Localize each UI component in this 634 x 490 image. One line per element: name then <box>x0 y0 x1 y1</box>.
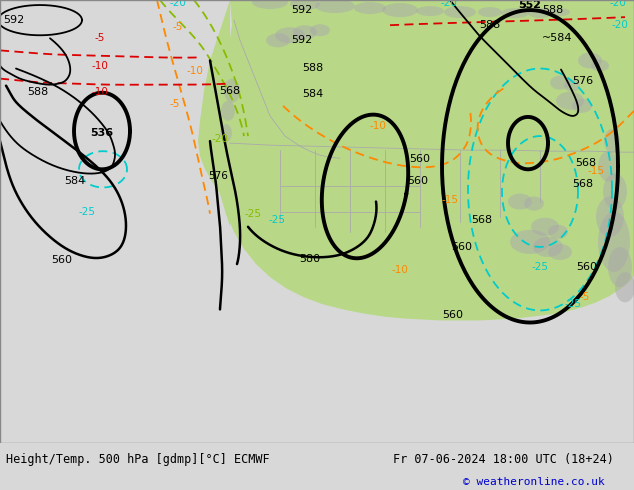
Text: -20: -20 <box>212 134 228 144</box>
Text: -10: -10 <box>186 66 204 75</box>
Text: -15: -15 <box>441 195 458 204</box>
Text: -15: -15 <box>588 166 604 176</box>
Ellipse shape <box>275 27 305 43</box>
Text: -5: -5 <box>580 293 590 302</box>
Ellipse shape <box>382 3 418 17</box>
Polygon shape <box>214 0 634 320</box>
Text: 588: 588 <box>542 5 564 15</box>
Ellipse shape <box>501 8 529 18</box>
Text: 576: 576 <box>208 172 228 181</box>
Ellipse shape <box>615 272 634 302</box>
Text: 576: 576 <box>573 75 593 86</box>
Text: -20: -20 <box>609 0 626 8</box>
Text: Height/Temp. 500 hPa [gdmp][°C] ECMWF: Height/Temp. 500 hPa [gdmp][°C] ECMWF <box>6 453 270 466</box>
Ellipse shape <box>608 247 632 287</box>
Text: 580: 580 <box>299 254 321 264</box>
Ellipse shape <box>550 75 570 90</box>
Text: -10: -10 <box>91 60 108 71</box>
Text: -20: -20 <box>169 0 186 8</box>
Ellipse shape <box>578 52 602 69</box>
Text: -10: -10 <box>392 265 408 275</box>
Ellipse shape <box>221 101 235 121</box>
Text: -25: -25 <box>245 209 261 219</box>
Ellipse shape <box>548 244 572 260</box>
Polygon shape <box>198 0 230 227</box>
Ellipse shape <box>591 59 609 72</box>
Ellipse shape <box>478 7 502 17</box>
Ellipse shape <box>224 78 240 103</box>
Ellipse shape <box>598 151 618 181</box>
Text: 560: 560 <box>576 262 597 272</box>
Ellipse shape <box>533 237 563 257</box>
Text: 552: 552 <box>519 0 541 10</box>
Text: 560: 560 <box>51 255 72 265</box>
Text: 560: 560 <box>443 311 463 320</box>
Ellipse shape <box>524 196 544 211</box>
Text: 568: 568 <box>575 158 596 168</box>
Text: 592: 592 <box>3 15 25 25</box>
Text: -20: -20 <box>612 20 628 30</box>
Ellipse shape <box>528 8 552 18</box>
Ellipse shape <box>556 92 584 110</box>
Text: -25: -25 <box>269 215 285 225</box>
Text: -25: -25 <box>564 299 581 309</box>
Text: 568: 568 <box>472 215 493 225</box>
Ellipse shape <box>508 194 532 210</box>
Text: 552: 552 <box>519 0 541 10</box>
Ellipse shape <box>354 2 386 14</box>
Ellipse shape <box>444 6 476 18</box>
Ellipse shape <box>603 173 627 210</box>
Text: -25: -25 <box>79 207 96 217</box>
Text: 560: 560 <box>408 176 429 186</box>
Text: ~584: ~584 <box>541 33 573 43</box>
Text: 584: 584 <box>302 89 323 98</box>
Ellipse shape <box>596 196 624 237</box>
Ellipse shape <box>315 0 355 13</box>
Text: -10: -10 <box>370 121 387 131</box>
Text: -5: -5 <box>173 22 183 32</box>
Ellipse shape <box>550 8 570 16</box>
Ellipse shape <box>252 0 288 9</box>
Text: 588: 588 <box>479 20 501 30</box>
Ellipse shape <box>310 24 330 36</box>
Text: 592: 592 <box>292 35 313 45</box>
Text: 592: 592 <box>292 5 313 15</box>
Ellipse shape <box>604 129 620 153</box>
Ellipse shape <box>220 124 232 142</box>
Ellipse shape <box>572 99 592 113</box>
Text: 584: 584 <box>65 176 86 186</box>
Bar <box>0 0 634 443</box>
Text: 568: 568 <box>573 179 593 190</box>
Ellipse shape <box>416 6 444 16</box>
Text: 560: 560 <box>451 242 472 252</box>
Text: 568: 568 <box>219 86 240 96</box>
Ellipse shape <box>598 212 630 272</box>
Text: 560: 560 <box>410 154 430 164</box>
Text: -10: -10 <box>91 87 108 97</box>
Ellipse shape <box>290 0 320 10</box>
Ellipse shape <box>564 79 580 92</box>
Text: 588: 588 <box>302 63 323 73</box>
Text: 536: 536 <box>91 128 113 138</box>
Text: -20: -20 <box>441 0 458 8</box>
Text: Fr 07-06-2024 18:00 UTC (18+24): Fr 07-06-2024 18:00 UTC (18+24) <box>393 453 614 466</box>
Ellipse shape <box>510 230 550 254</box>
Text: © weatheronline.co.uk: © weatheronline.co.uk <box>463 477 605 487</box>
Ellipse shape <box>531 218 559 236</box>
Ellipse shape <box>548 225 568 239</box>
Ellipse shape <box>293 25 317 39</box>
Text: -25: -25 <box>531 262 548 272</box>
Text: 588: 588 <box>27 87 49 97</box>
Ellipse shape <box>266 33 290 48</box>
Text: -5: -5 <box>95 33 105 43</box>
Text: -5: -5 <box>170 99 180 109</box>
